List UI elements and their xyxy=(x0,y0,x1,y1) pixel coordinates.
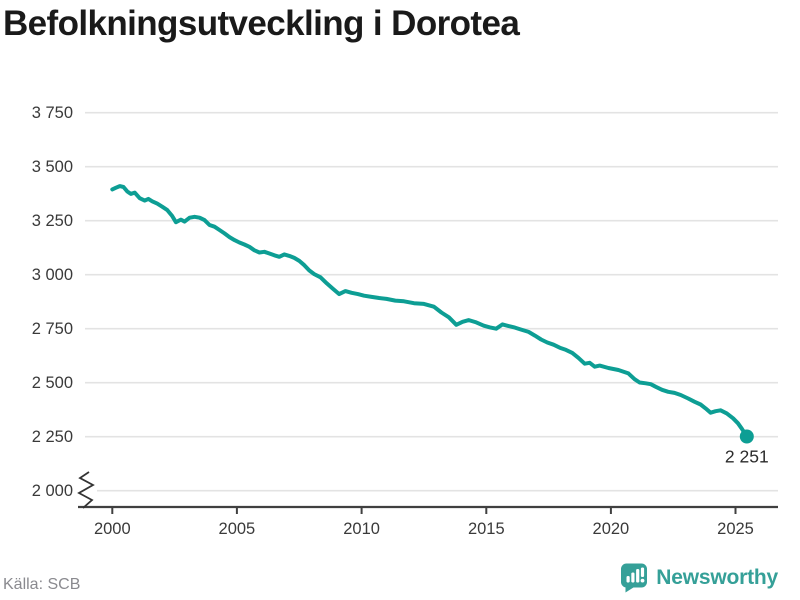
y-tick-label: 2 250 xyxy=(32,428,73,446)
y-tick-label: 3 500 xyxy=(32,158,73,176)
y-tick-label: 3 250 xyxy=(32,212,73,230)
newsworthy-wordmark: Newsworthy xyxy=(656,566,778,589)
x-tick-label: 2025 xyxy=(717,520,754,538)
y-tick-label: 3 750 xyxy=(32,104,73,122)
newsworthy-icon xyxy=(621,563,648,593)
y-tick-label: 2 000 xyxy=(32,482,73,500)
axis-break-icon xyxy=(77,471,95,509)
population-line-chart: 2 000 2 250 2 500 2 750 3 000 3 250 3 500 3 750… xyxy=(32,104,778,538)
x-tick-label: 2015 xyxy=(468,520,505,538)
source-label: Källa: SCB xyxy=(3,576,81,593)
newsworthy-logo: Newsworthy xyxy=(620,563,778,593)
x-tick-label: 2010 xyxy=(343,520,380,538)
population-line xyxy=(110,184,749,439)
end-point-marker xyxy=(739,429,754,444)
end-value-label: 2 251 xyxy=(725,447,769,467)
x-tick-label: 2000 xyxy=(94,520,131,538)
y-tick-label: 2 750 xyxy=(32,320,73,338)
x-tick-label: 2020 xyxy=(593,520,630,538)
page-title: Befolkningsutveckling i Dorotea xyxy=(3,4,520,43)
y-tick-label: 2 500 xyxy=(32,374,73,392)
chart-svg: 2 000 2 250 2 500 2 750 3 000 3 250 3 500 3 750… xyxy=(32,104,778,538)
x-tick-label: 2005 xyxy=(219,520,256,538)
y-tick-label: 3 000 xyxy=(32,266,73,284)
